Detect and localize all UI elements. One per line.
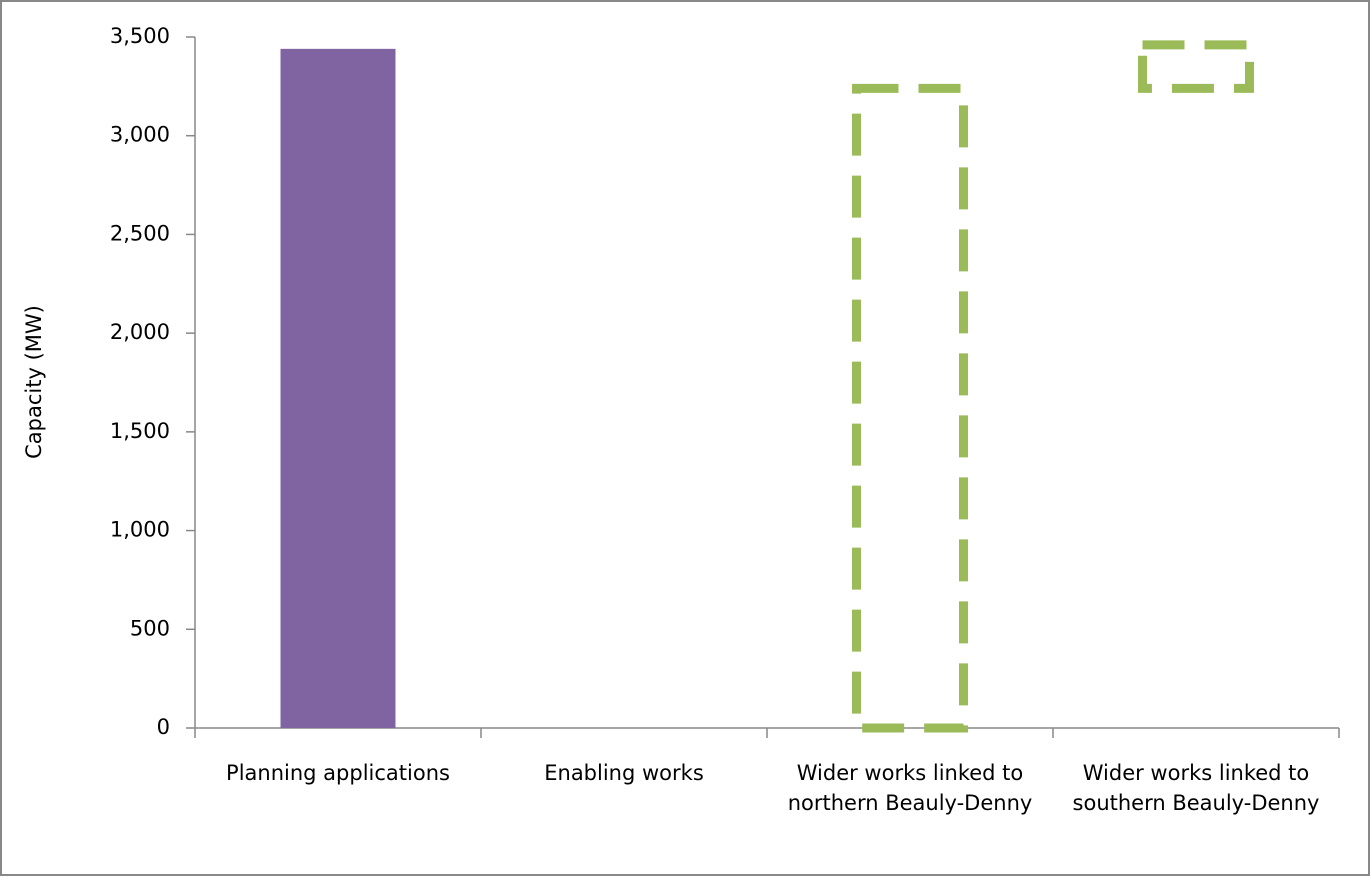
x-tick-label: Wider works linked to southern Beauly-De… <box>1072 761 1320 815</box>
bar <box>1138 40 1254 93</box>
bar <box>852 83 968 733</box>
y-tick-label: 0 <box>157 715 170 739</box>
y-axis-label: Capacity (MW) <box>22 305 46 459</box>
x-tick-label: Planning applications <box>226 761 450 785</box>
x-tick-label: Wider works linked to northern Beauly-De… <box>787 761 1033 815</box>
x-tick-label: Enabling works <box>544 761 704 785</box>
y-tick-label: 2,500 <box>110 221 170 245</box>
y-tick-label: 3,000 <box>110 123 170 147</box>
y-tick-label: 1,500 <box>110 419 170 443</box>
bar <box>280 48 396 729</box>
y-tick-label: 1,000 <box>110 518 170 542</box>
y-tick-label: 3,500 <box>110 24 170 48</box>
y-tick-label: 2,000 <box>110 320 170 344</box>
y-tick-label: 500 <box>130 616 170 640</box>
